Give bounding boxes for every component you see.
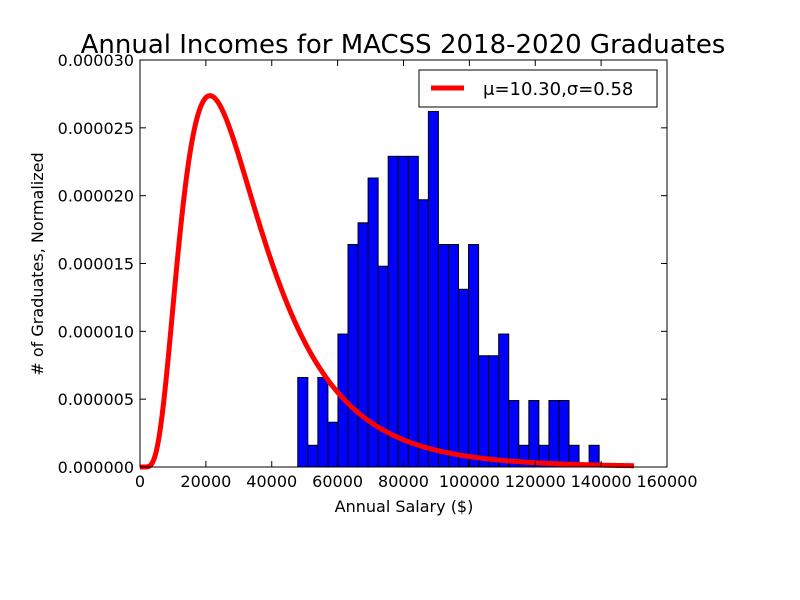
y-tick-label: 0.000000 xyxy=(58,458,134,477)
y-axis-label: # of Graduates, Normalized xyxy=(28,152,47,375)
histogram-bar xyxy=(417,199,429,468)
x-tick-label: 80000 xyxy=(378,472,429,491)
x-tick-label: 0 xyxy=(135,472,145,491)
x-axis-label: Annual Salary ($) xyxy=(335,497,474,516)
histogram-bar xyxy=(407,155,419,468)
x-tick-label: 140000 xyxy=(571,472,632,491)
histogram-bar xyxy=(528,400,540,468)
histogram-bar xyxy=(307,444,319,468)
histogram-bar xyxy=(498,333,510,468)
y-tick-label: 0.000030 xyxy=(58,51,134,70)
histogram-bar xyxy=(478,355,490,468)
histogram-bar xyxy=(397,155,409,468)
histogram-bars xyxy=(297,111,600,468)
lognormal-curve-layer xyxy=(138,93,636,470)
histogram-bar xyxy=(458,288,470,468)
lognormal-pdf-line xyxy=(138,93,636,470)
axis-ticks: 0 20000 40000 60000 80000 100000 120000 140000 1… xyxy=(58,51,698,491)
histogram-bar xyxy=(548,400,560,468)
histogram-bar xyxy=(387,155,399,468)
histogram-bar xyxy=(427,111,439,468)
histogram-bar xyxy=(558,400,570,468)
x-tick-label: 160000 xyxy=(636,472,697,491)
y-tick-label: 0.000015 xyxy=(58,255,134,274)
x-tick-label: 20000 xyxy=(180,472,231,491)
x-tick-label: 120000 xyxy=(505,472,566,491)
histogram-bar xyxy=(377,265,389,468)
histogram-bar xyxy=(508,400,520,468)
histogram-bar xyxy=(327,421,339,468)
y-tick-label: 0.000010 xyxy=(58,322,134,341)
histogram-bar xyxy=(488,355,500,468)
histogram-bar xyxy=(468,244,480,468)
histogram-bar xyxy=(357,222,369,468)
histogram-bar xyxy=(347,244,359,468)
legend-series-label: μ=10.30,σ=0.58 xyxy=(483,79,633,100)
histogram-bar xyxy=(437,244,449,468)
chart-title: Annual Incomes for MACSS 2018-2020 Gradu… xyxy=(81,30,726,60)
x-tick-label: 100000 xyxy=(439,472,500,491)
y-tick-label: 0.000005 xyxy=(58,390,134,409)
histogram-bar xyxy=(297,376,309,468)
x-tick-label: 60000 xyxy=(312,472,363,491)
histogram-bar xyxy=(447,244,460,468)
histogram-bar xyxy=(317,376,329,468)
x-tick-label: 40000 xyxy=(246,472,297,491)
y-tick-label: 0.000020 xyxy=(58,187,134,206)
y-tick-label: 0.000025 xyxy=(58,119,134,138)
legend: μ=10.30,σ=0.58 xyxy=(418,69,658,108)
